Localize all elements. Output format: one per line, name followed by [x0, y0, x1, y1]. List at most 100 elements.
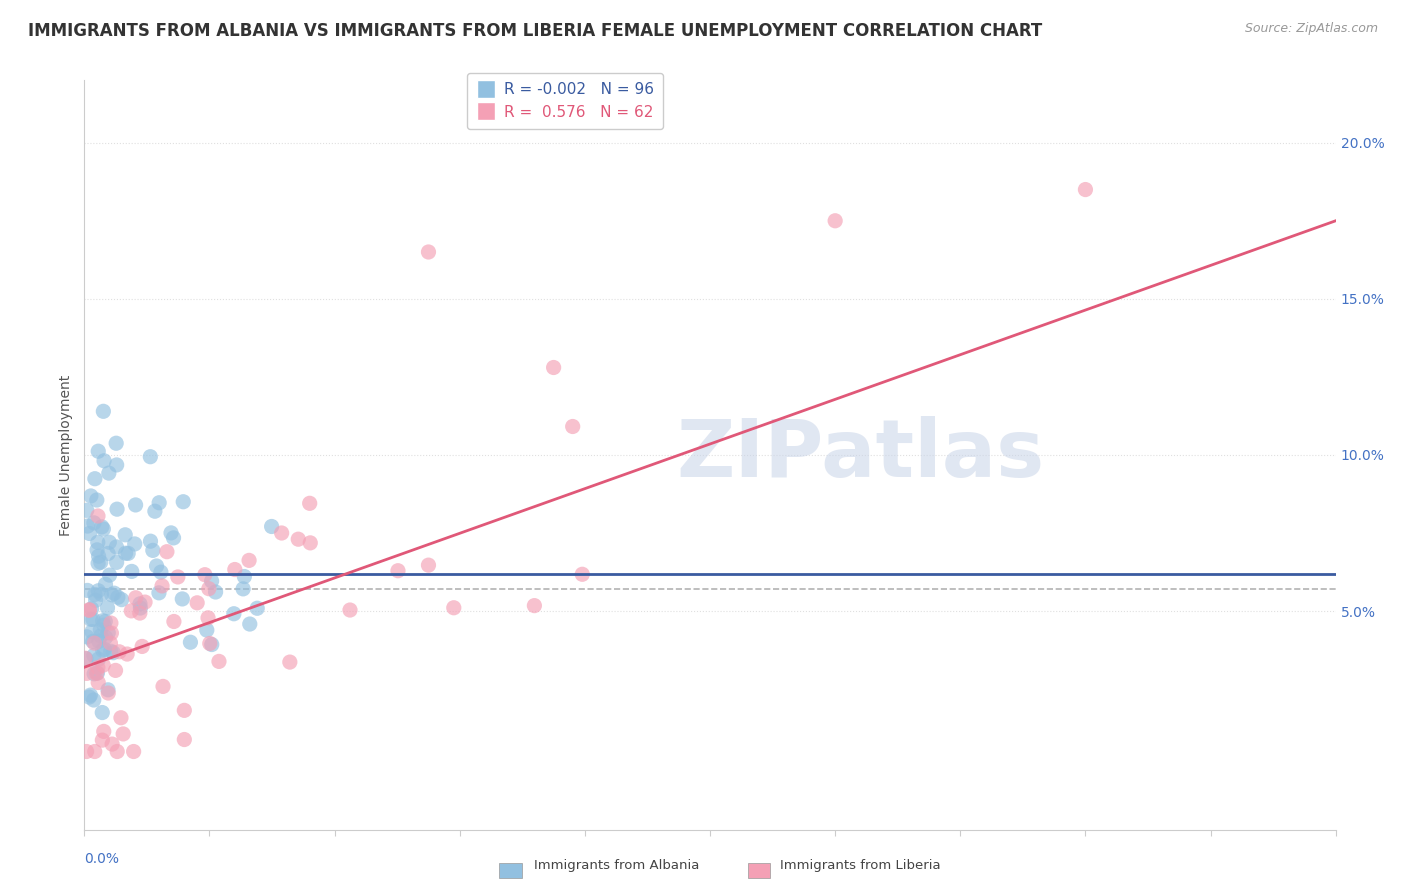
Point — [150, 579, 173, 593]
Point — [246, 601, 269, 615]
Point — [571, 567, 593, 582]
Point — [83, 648, 105, 663]
Point — [194, 567, 217, 582]
Point — [76, 519, 98, 533]
Legend: R = -0.002   N = 96, R =  0.576   N = 62: R = -0.002 N = 96, R = 0.576 N = 62 — [467, 73, 664, 129]
Point — [195, 623, 218, 637]
Point — [91, 522, 114, 536]
Point — [80, 489, 103, 503]
Point — [93, 642, 115, 657]
Point — [103, 586, 125, 600]
Text: 0.0%: 0.0% — [84, 852, 120, 866]
Point — [139, 534, 162, 549]
Point — [270, 526, 292, 541]
Point — [204, 585, 226, 599]
Point — [100, 626, 122, 640]
Point — [87, 508, 110, 523]
Point — [97, 466, 120, 480]
Point — [443, 600, 465, 615]
Point — [79, 603, 101, 617]
Point — [91, 614, 114, 628]
Y-axis label: Female Unemployment: Female Unemployment — [59, 375, 73, 535]
Point — [76, 630, 98, 644]
Point — [94, 631, 117, 645]
Point — [76, 503, 98, 517]
Point — [1074, 182, 1097, 196]
Point — [87, 634, 110, 648]
Point — [93, 618, 115, 632]
Point — [105, 744, 128, 758]
Point — [82, 634, 104, 648]
Point — [87, 652, 110, 666]
Point — [122, 744, 145, 758]
Point — [87, 556, 110, 570]
Point — [208, 654, 231, 668]
Point — [83, 636, 105, 650]
Point — [172, 494, 194, 508]
Point — [129, 601, 152, 615]
Point — [83, 666, 105, 681]
Point — [80, 624, 103, 639]
Point — [89, 623, 111, 637]
Point — [82, 612, 104, 626]
Point — [97, 546, 120, 560]
Point — [97, 625, 120, 640]
Point — [86, 666, 108, 681]
Point — [97, 686, 120, 700]
Point — [232, 582, 254, 596]
Point — [105, 502, 128, 516]
Point — [93, 454, 115, 468]
Point — [173, 732, 195, 747]
Point — [80, 601, 103, 615]
Text: Immigrants from Albania: Immigrants from Albania — [534, 859, 700, 872]
Point — [239, 617, 262, 632]
Point — [121, 565, 143, 579]
Point — [87, 583, 110, 598]
Point — [105, 540, 128, 554]
Point — [93, 404, 115, 418]
Point — [94, 577, 117, 591]
Point — [115, 647, 138, 661]
Point — [105, 436, 128, 450]
Point — [100, 636, 122, 650]
Point — [179, 635, 201, 649]
Point — [299, 536, 322, 550]
Point — [112, 727, 135, 741]
Point — [339, 603, 361, 617]
Point — [90, 587, 112, 601]
Point — [87, 675, 110, 690]
Point — [76, 666, 98, 681]
Point — [100, 644, 122, 658]
Point — [111, 592, 134, 607]
Point — [79, 526, 101, 541]
Point — [93, 724, 115, 739]
Point — [91, 733, 114, 747]
Point — [197, 611, 219, 625]
Point — [84, 593, 107, 607]
Point — [91, 658, 114, 673]
Point — [90, 629, 112, 643]
Point — [91, 643, 114, 657]
Point — [104, 664, 127, 678]
Point — [224, 562, 246, 576]
Point — [152, 680, 174, 694]
Point — [91, 706, 114, 720]
Point — [98, 568, 121, 582]
Point — [83, 516, 105, 530]
Point — [160, 525, 183, 540]
Point — [238, 553, 260, 567]
Point — [77, 690, 100, 704]
Point — [145, 559, 167, 574]
Point — [98, 535, 121, 549]
Point — [117, 546, 139, 560]
Point — [101, 737, 124, 751]
Point — [103, 646, 125, 660]
Point — [198, 636, 221, 650]
Point — [94, 615, 117, 629]
Point — [186, 596, 208, 610]
Point — [139, 450, 162, 464]
Point — [143, 504, 166, 518]
Point — [287, 532, 309, 546]
Point — [149, 565, 172, 579]
Text: IMMIGRANTS FROM ALBANIA VS IMMIGRANTS FROM LIBERIA FEMALE UNEMPLOYMENT CORRELATI: IMMIGRANTS FROM ALBANIA VS IMMIGRANTS FR… — [28, 22, 1042, 40]
